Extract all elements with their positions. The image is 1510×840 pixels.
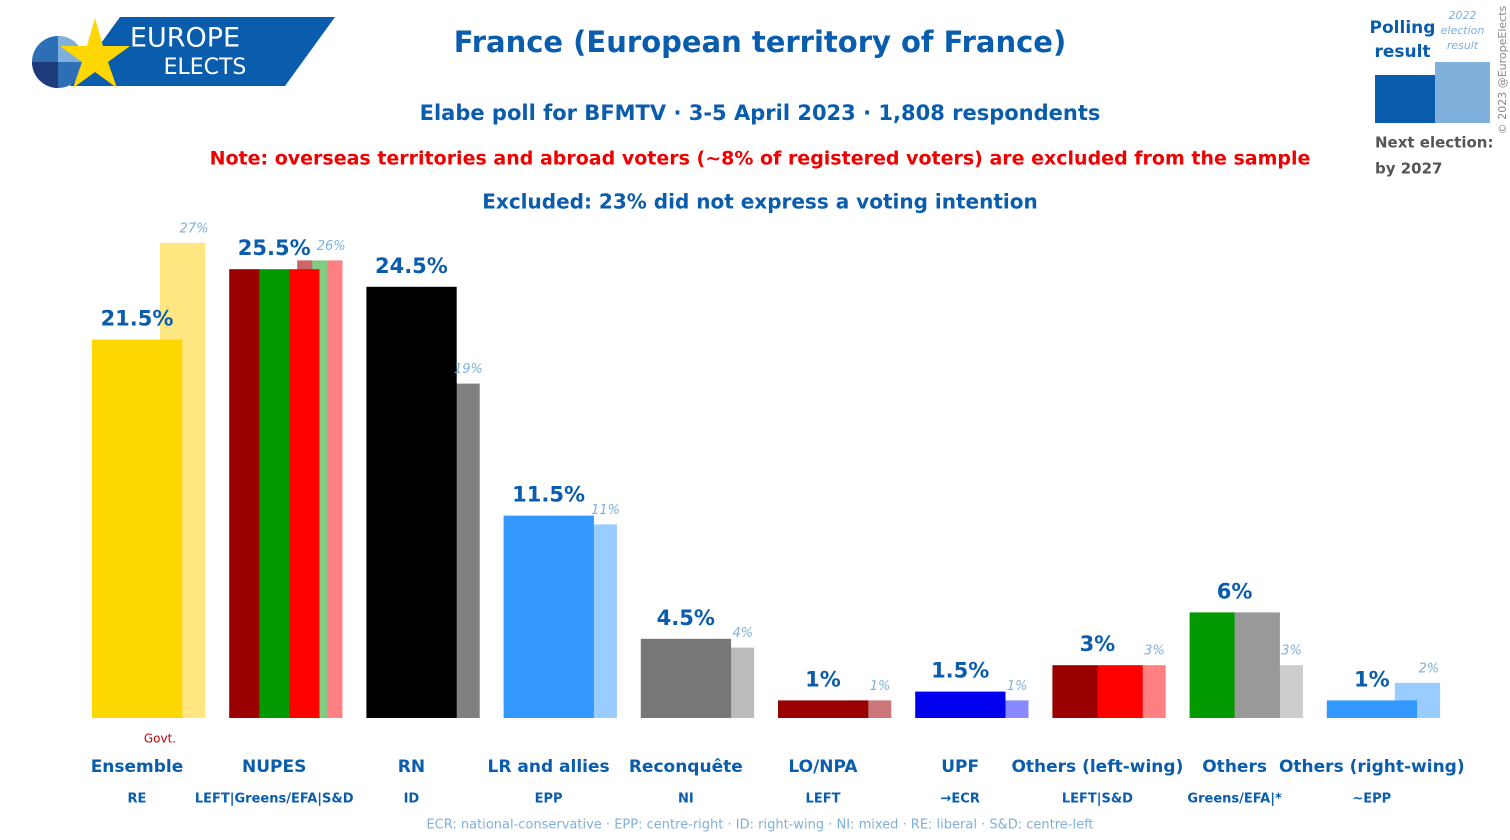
x-tick-label: Others (1202, 757, 1267, 777)
footnote: ECR: national-conservative · EPP: centre… (426, 818, 1093, 833)
value-label: 25.5% (238, 236, 311, 260)
value-label: 11.5% (512, 483, 585, 507)
value-label: 6% (1217, 579, 1253, 603)
prev-value-label: 27% (180, 221, 209, 236)
group-label: ~EPP (1352, 792, 1391, 807)
prev-value-label: 3% (1144, 644, 1165, 659)
legend-entry: 2022 election result (1440, 9, 1485, 52)
note: Note: overseas territories and abroad vo… (210, 148, 1311, 170)
bar-stripe (92, 339, 183, 718)
bar-stripe (229, 269, 260, 718)
next-election-label: Next election: (1375, 134, 1493, 152)
bar-stripe (1052, 665, 1098, 718)
group-label: RE (128, 792, 147, 807)
bar (229, 269, 320, 718)
next-election: by 2027 (1375, 160, 1443, 178)
bar (503, 515, 594, 718)
bar (640, 638, 732, 718)
prev-value-label: 4% (732, 626, 753, 641)
prev-value-label: 1% (870, 679, 891, 694)
bar (1189, 612, 1280, 718)
bar (1052, 665, 1143, 718)
x-tick-label: Ensemble (91, 757, 184, 777)
bar-stripe (1189, 612, 1235, 718)
value-label: 24.5% (375, 254, 448, 278)
bar (366, 286, 457, 718)
value-label: 1% (805, 667, 841, 691)
logo-globe-slice (32, 62, 58, 88)
value-label: 4.5% (657, 606, 715, 630)
x-tick-label: Reconquête (629, 757, 743, 777)
x-tick-label: Others (right-wing) (1279, 757, 1465, 777)
bar-stripe (327, 260, 343, 718)
legend-swatch (1375, 75, 1435, 123)
value-label: 21.5% (101, 307, 174, 331)
bar-stripe (915, 691, 1006, 718)
bar-stripe (366, 286, 457, 718)
bar-stripe (259, 269, 290, 718)
group-label: Greens/EFA|* (1187, 792, 1282, 807)
prev-value-label: 19% (454, 362, 483, 377)
x-tick-label: LR and allies (488, 757, 610, 777)
legend-swatch (1435, 62, 1490, 123)
group-label: →ECR (941, 792, 980, 807)
logo-text: EUROPE (130, 23, 240, 54)
excluded-note: Excluded: 23% did not express a voting i… (482, 190, 1037, 214)
prev-value-label: 26% (317, 239, 346, 254)
value-label: 1% (1354, 667, 1390, 691)
x-tick-label: NUPES (242, 757, 306, 777)
logo-text: ELECTS (164, 55, 247, 80)
group-label: ID (404, 792, 420, 807)
x-tick-label: Others (left-wing) (1011, 757, 1183, 777)
legend-entry: Polling result (1369, 18, 1436, 62)
value-label: 3% (1080, 632, 1116, 656)
bar-stripe (1097, 665, 1143, 718)
logo-banner (70, 17, 335, 86)
bar-stripe (503, 515, 594, 718)
group-label: LEFT|S&D (1062, 792, 1133, 807)
bar-stripe (289, 269, 320, 718)
govt-label: Govt. (144, 732, 176, 746)
bar (915, 691, 1006, 718)
bar-stripe (640, 638, 732, 718)
bar-stripe (778, 700, 869, 718)
chart-title: France (European territory of France) (454, 25, 1066, 59)
subtitle: Elabe poll for BFMTV · 3-5 April 2023 · … (420, 101, 1101, 125)
x-tick-label: UPF (941, 757, 979, 777)
x-tick-label: RN (398, 757, 425, 777)
prev-value-label: 11% (591, 503, 620, 518)
bar (1326, 700, 1418, 718)
bar (778, 700, 869, 718)
group-label: LEFT (806, 792, 841, 807)
group-label: NI (678, 792, 694, 807)
group-label: EPP (535, 792, 563, 807)
logo-star (60, 18, 130, 88)
bar (92, 339, 183, 718)
x-tick-label: LO/NPA (788, 757, 858, 777)
group-label: LEFT|Greens/EFA|S&D (195, 792, 354, 807)
copyright: © 2023 @EuropeElects (1496, 5, 1509, 134)
prev-value-label: 2% (1418, 661, 1439, 676)
value-label: 1.5% (931, 659, 989, 683)
bar-stripe (1234, 612, 1280, 718)
prev-value-label: 1% (1007, 679, 1028, 694)
prev-value-label: 3% (1281, 644, 1302, 659)
bar-stripe (1326, 700, 1418, 718)
